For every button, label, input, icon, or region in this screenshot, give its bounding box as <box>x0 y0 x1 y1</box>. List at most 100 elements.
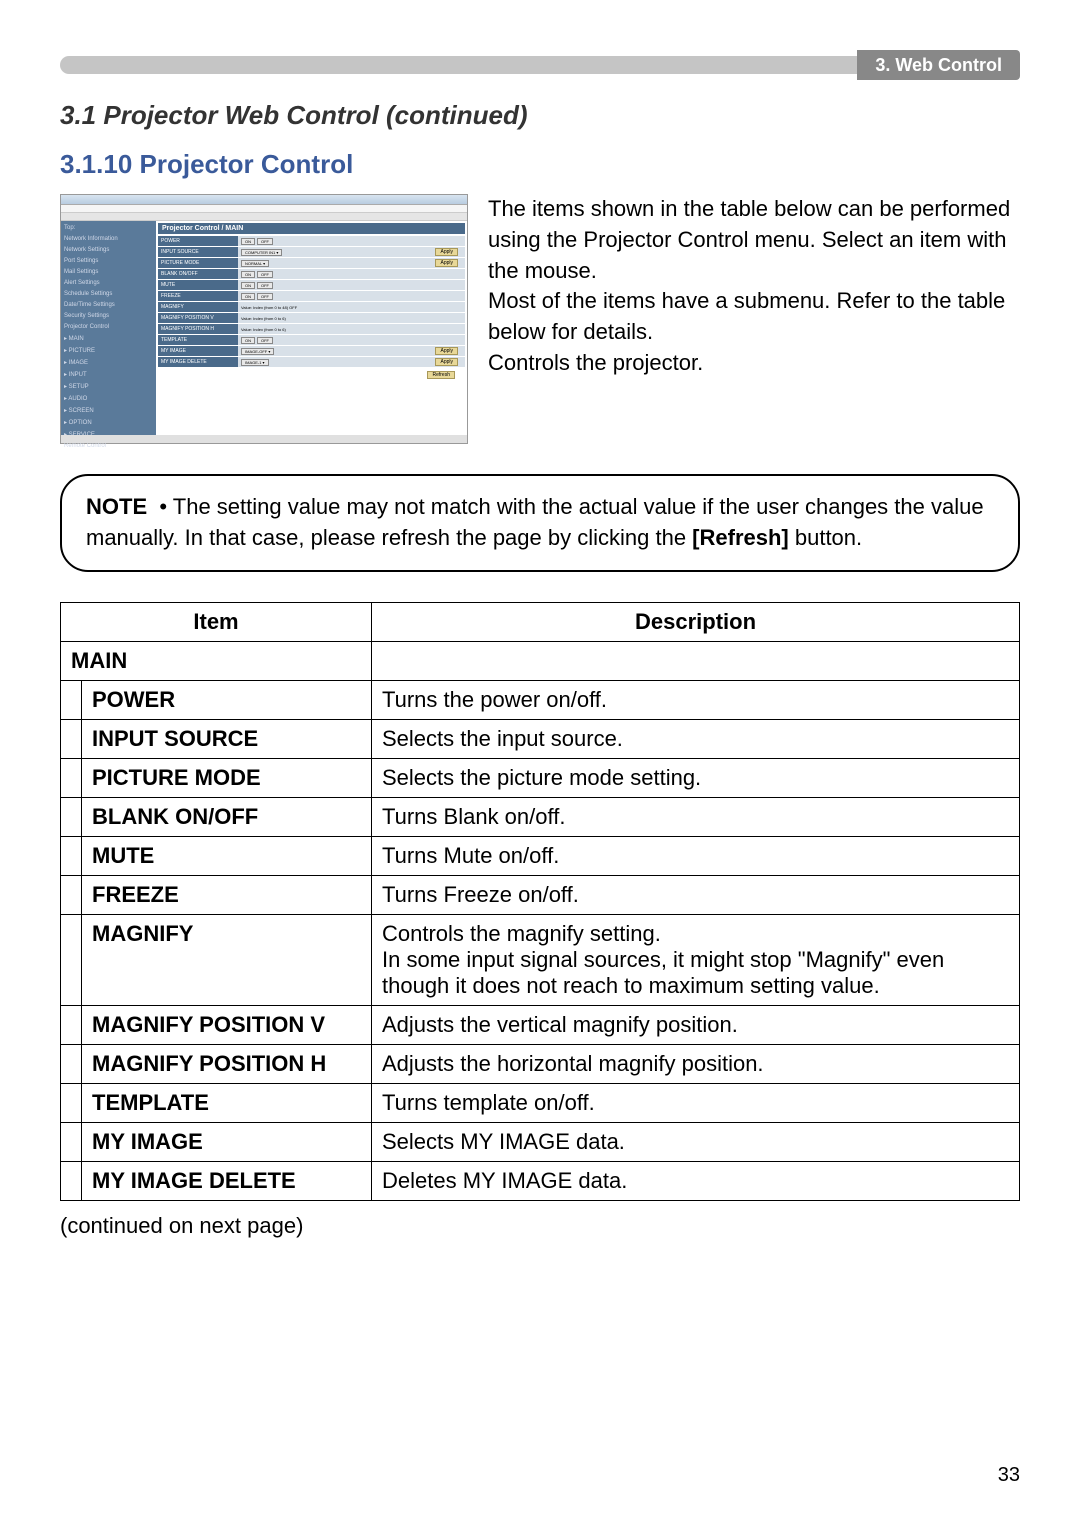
screenshot-refresh-btn: Refresh <box>427 371 455 379</box>
screenshot-row-label: PICTURE MODE <box>158 258 238 268</box>
table-desc-cell: Turns Blank on/off. <box>372 797 1020 836</box>
screenshot-btn: ON <box>241 282 255 289</box>
screenshot-control-row: MAGNIFYValue: Index (from 0 to 48) OFF <box>158 302 465 312</box>
screenshot-row-label: MAGNIFY POSITION V <box>158 313 238 323</box>
screenshot-apply-btn: Apply <box>435 248 458 256</box>
table-desc-cell: Selects MY IMAGE data. <box>372 1122 1020 1161</box>
table-item-cell: POWER <box>82 680 372 719</box>
screenshot-control-row: MAGNIFY POSITION VValue: Index (from 0 t… <box>158 313 465 323</box>
table-item-cell: TEMPLATE <box>82 1083 372 1122</box>
screenshot-btn: OFF <box>257 238 273 245</box>
table-desc-cell: Turns the power on/off. <box>372 680 1020 719</box>
description-block: The items shown in the table below can b… <box>488 194 1020 444</box>
table-desc-cell: Selects the input source. <box>372 719 1020 758</box>
screenshot-apply-btn: Apply <box>435 259 458 267</box>
table-desc-cell: Controls the magnify setting. In some in… <box>372 914 1020 1005</box>
table-indent-cell <box>61 1044 82 1083</box>
description-line1: The items shown in the table below can b… <box>488 196 1010 283</box>
note-refresh: [Refresh] <box>692 525 789 550</box>
table-row: MAGNIFY POSITION HAdjusts the horizontal… <box>61 1044 1020 1083</box>
table-main-label: MAIN <box>61 641 372 680</box>
screenshot-titlebar <box>61 195 467 205</box>
screenshot-row-label: MY IMAGE <box>158 346 238 356</box>
table-row: MY IMAGESelects MY IMAGE data. <box>61 1122 1020 1161</box>
screenshot-control-row: TEMPLATEONOFF <box>158 335 465 345</box>
screenshot-sidebar-item: ▸ SCREEN <box>64 406 153 415</box>
screenshot-sidebar-item: ▸ SETUP <box>64 382 153 391</box>
screenshot-row-label: MUTE <box>158 280 238 290</box>
table-desc-cell: Adjusts the vertical magnify position. <box>372 1005 1020 1044</box>
screenshot-row-content: Value: Index (from 0 to 6) <box>238 313 465 323</box>
table-item-cell: PICTURE MODE <box>82 758 372 797</box>
top-bar-line <box>60 56 857 74</box>
table-indent-cell <box>61 797 82 836</box>
table-item-cell: MAGNIFY POSITION H <box>82 1044 372 1083</box>
screenshot-sidebar-item: ▸ INPUT <box>64 370 153 379</box>
screenshot-row-label: MAGNIFY POSITION H <box>158 324 238 334</box>
screenshot-select: NORMAL ▾ <box>241 260 269 267</box>
screenshot-body: Top:Network InformationNetwork SettingsP… <box>61 221 467 435</box>
table-main-desc <box>372 641 1020 680</box>
screenshot-row-label: MAGNIFY <box>158 302 238 312</box>
screenshot-btn: ON <box>241 293 255 300</box>
screenshot-row-content: ONOFF <box>238 291 465 301</box>
screenshot-sidebar-item: Port Settings <box>64 257 153 265</box>
screenshot-select: COMPUTER IN1 ▾ <box>241 249 282 256</box>
table-row: MAGNIFY POSITION VAdjusts the vertical m… <box>61 1005 1020 1044</box>
table-indent-cell <box>61 1083 82 1122</box>
screenshot-panel-header: Projector Control / MAIN <box>158 223 465 234</box>
screenshot-row-text: Value: Index (from 0 to 48) OFF <box>241 305 297 310</box>
screenshot-sidebar-item: ▸ AUDIO <box>64 394 153 403</box>
screenshot-row-text: Value: Index (from 0 to 6) <box>241 316 286 321</box>
table-row: PICTURE MODESelects the picture mode set… <box>61 758 1020 797</box>
table-desc-cell: Turns Mute on/off. <box>372 836 1020 875</box>
continued-text: (continued on next page) <box>60 1213 1020 1239</box>
table-header-item: Item <box>61 602 372 641</box>
screenshot-row-content: ONOFF <box>238 269 465 279</box>
screenshot-btn: OFF <box>257 337 273 344</box>
table-row: BLANK ON/OFFTurns Blank on/off. <box>61 797 1020 836</box>
subsection-title: 3.1.10 Projector Control <box>60 149 1020 180</box>
screenshot-control-row: MAGNIFY POSITION HValue: Index (from 0 t… <box>158 324 465 334</box>
screenshot-control-row: INPUT SOURCECOMPUTER IN1 ▾ Apply <box>158 247 465 257</box>
table-indent-cell <box>61 875 82 914</box>
screenshot-row-label: INPUT SOURCE <box>158 247 238 257</box>
table-row: POWERTurns the power on/off. <box>61 680 1020 719</box>
main-table: Item Description MAIN POWERTurns the pow… <box>60 602 1020 1201</box>
screenshot-sidebar-item: Schedule Settings <box>64 290 153 298</box>
screenshot-sidebar: Top:Network InformationNetwork SettingsP… <box>61 221 156 435</box>
screenshot-btn: OFF <box>257 271 273 278</box>
screenshot-row-label: MY IMAGE DELETE <box>158 357 238 367</box>
table-indent-cell <box>61 1161 82 1200</box>
table-indent-cell <box>61 1005 82 1044</box>
screenshot-control-row: FREEZEONOFF <box>158 291 465 301</box>
screenshot-apply-btn: Apply <box>435 347 458 355</box>
screenshot-row-content: ONOFF <box>238 280 465 290</box>
table-item-cell: INPUT SOURCE <box>82 719 372 758</box>
table-desc-cell: Turns Freeze on/off. <box>372 875 1020 914</box>
section-title: 3.1 Projector Web Control (continued) <box>60 100 1020 131</box>
screenshot-sidebar-item: Security Settings <box>64 312 153 320</box>
screenshot-btn: OFF <box>257 282 273 289</box>
screenshot-sidebar-item: Top: <box>64 224 153 232</box>
description-line3: Controls the projector. <box>488 350 703 375</box>
table-indent-cell <box>61 719 82 758</box>
screenshot-btn: ON <box>241 238 255 245</box>
table-item-cell: BLANK ON/OFF <box>82 797 372 836</box>
note-label: NOTE <box>86 494 147 519</box>
table-desc-cell: Deletes MY IMAGE data. <box>372 1161 1020 1200</box>
screenshot-row-content: COMPUTER IN1 ▾ Apply <box>238 247 465 257</box>
table-row: INPUT SOURCESelects the input source. <box>61 719 1020 758</box>
table-item-cell: FREEZE <box>82 875 372 914</box>
screenshot-sidebar-item: Alert Settings <box>64 279 153 287</box>
screenshot-btn: OFF <box>257 293 273 300</box>
screenshot-row-content: Value: Index (from 0 to 48) OFF <box>238 302 465 312</box>
screenshot-control-row: MY IMAGEIMAGE-OFF ▾ Apply <box>158 346 465 356</box>
table-indent-cell <box>61 1122 82 1161</box>
table-item-cell: MY IMAGE DELETE <box>82 1161 372 1200</box>
screenshot-sidebar-item: Projector Control <box>64 323 153 331</box>
screenshot-select: IMAGE-1 ▾ <box>241 359 269 366</box>
screenshot-control-row: POWERONOFF <box>158 236 465 246</box>
screenshot-select: IMAGE-OFF ▾ <box>241 348 274 355</box>
note-text2: button. <box>789 525 862 550</box>
